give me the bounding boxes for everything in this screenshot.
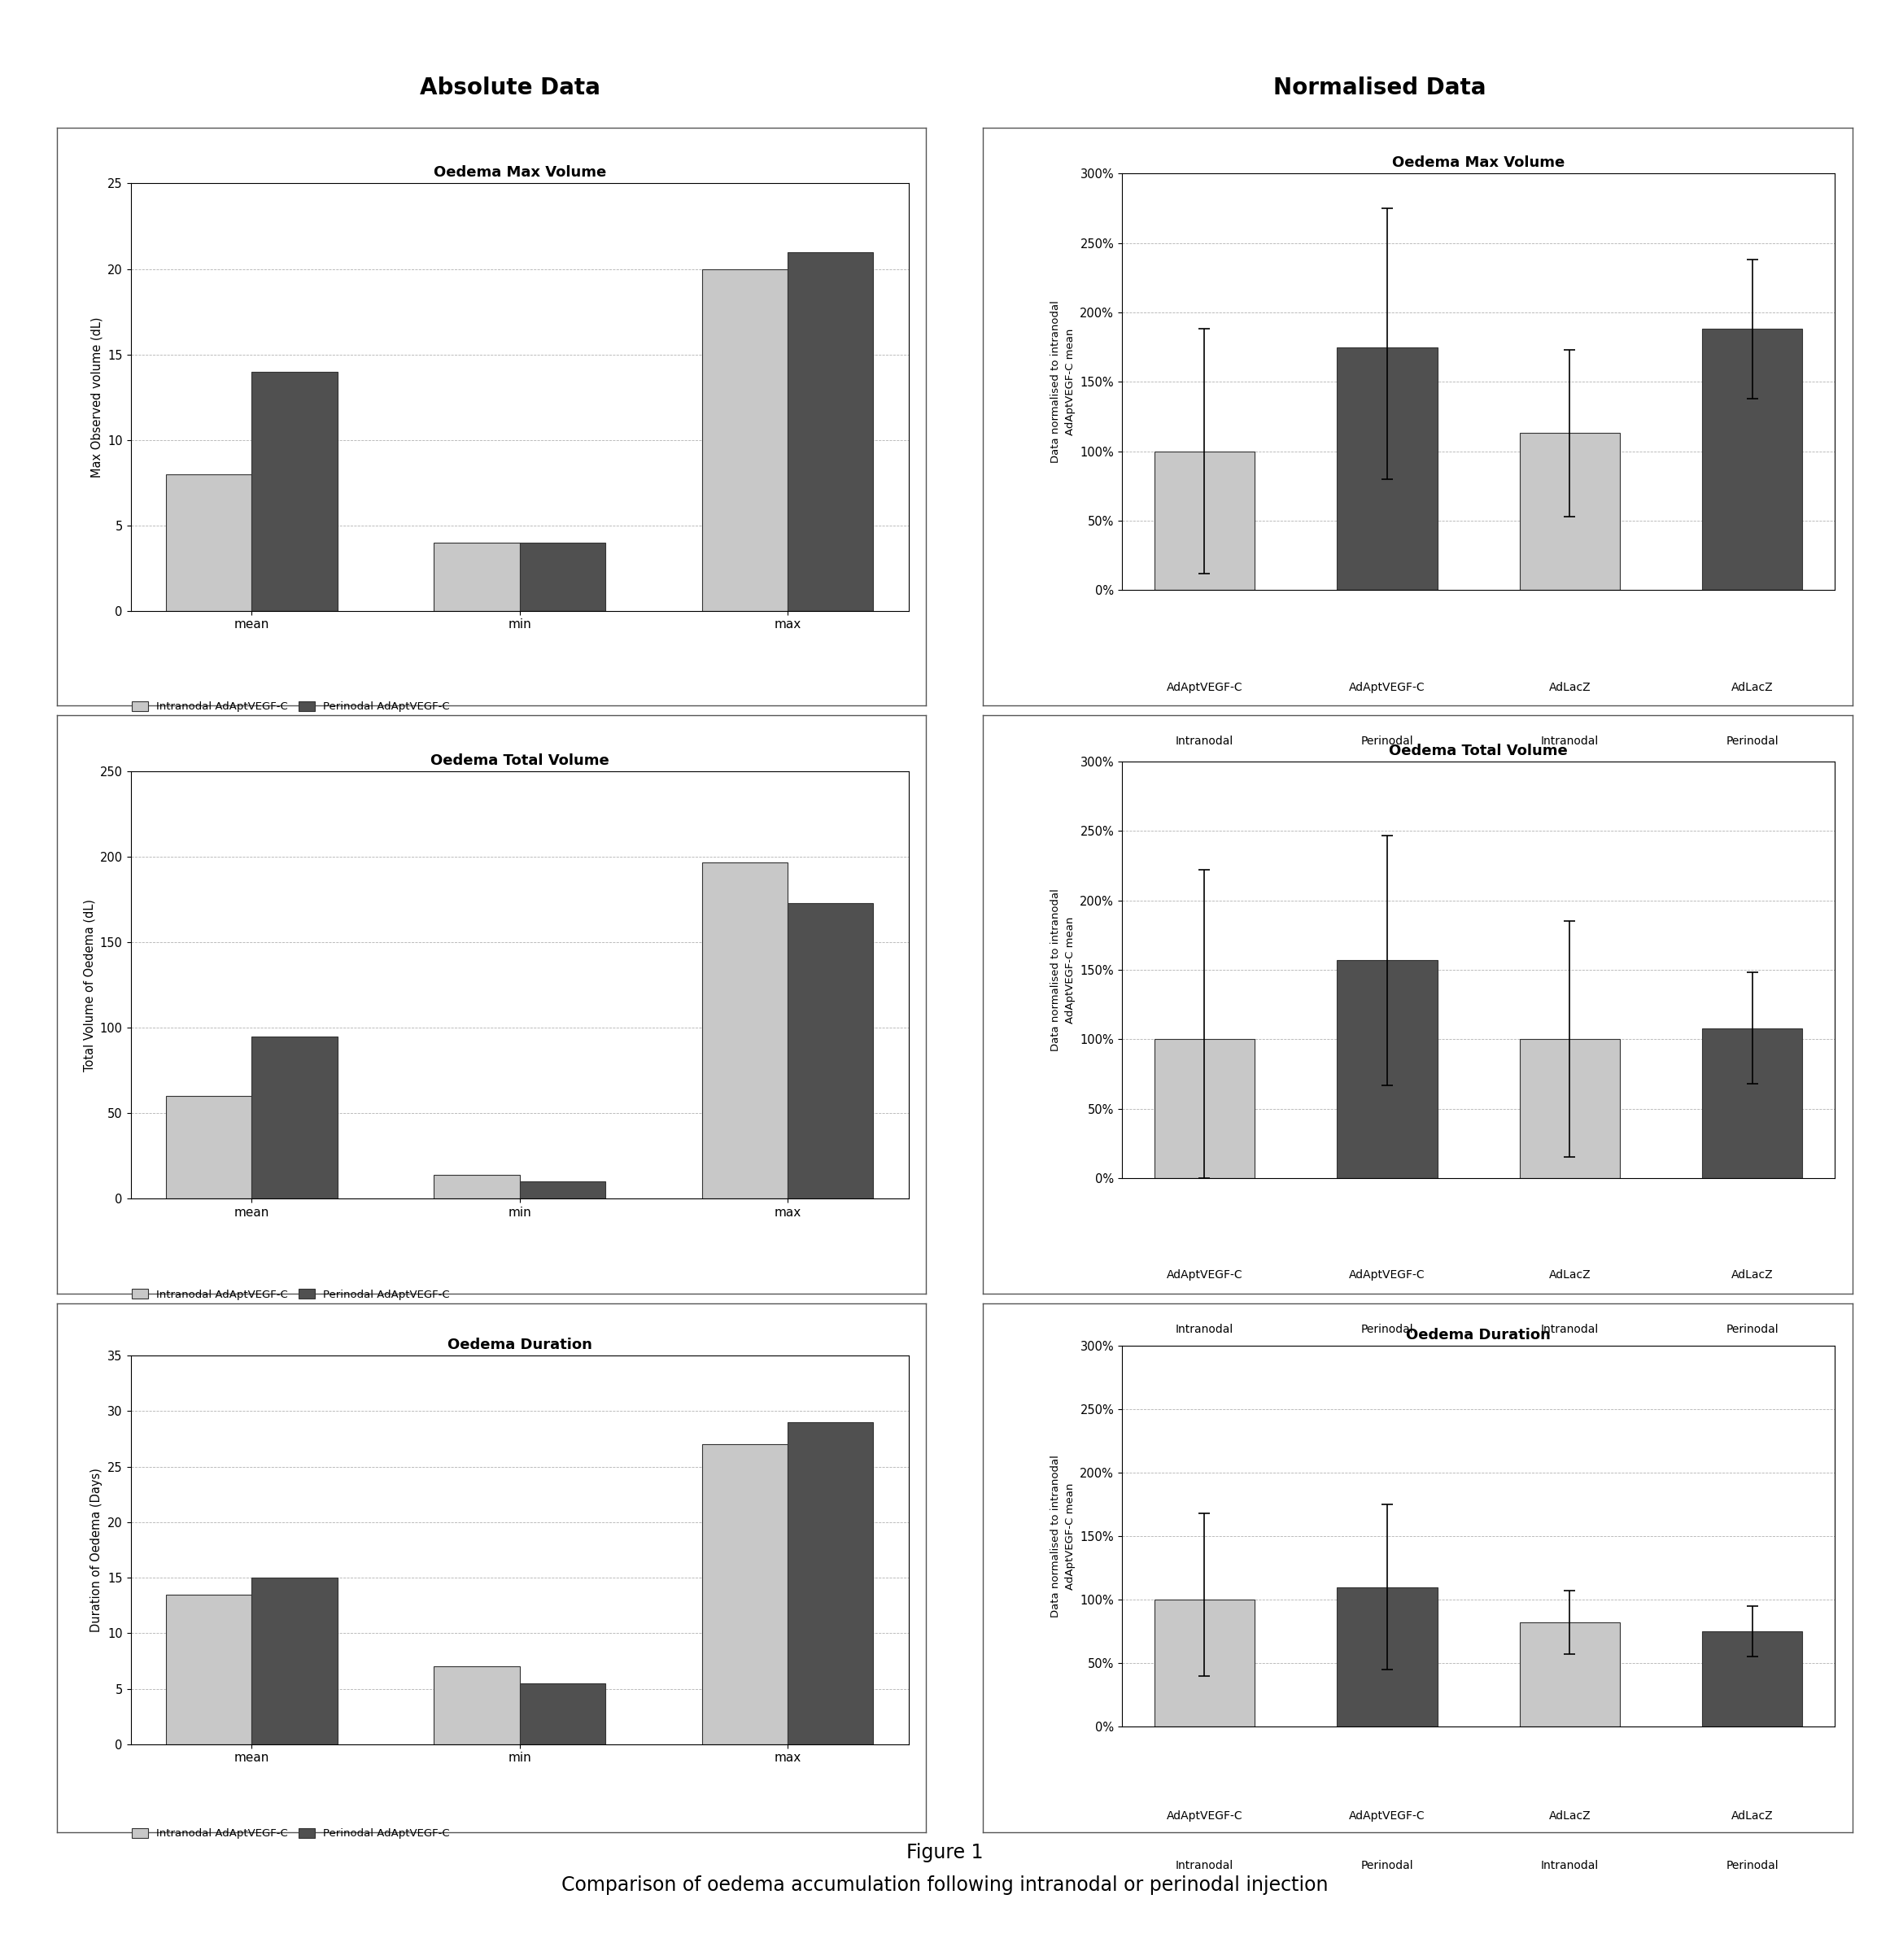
Text: Intranodal: Intranodal	[1540, 735, 1599, 747]
Bar	[1703, 1029, 1803, 1178]
Legend: Intranodal AdAptVEGF-C, Perinodal AdAptVEGF-C: Intranodal AdAptVEGF-C, Perinodal AdAptV…	[132, 1290, 450, 1299]
Bar	[520, 1182, 605, 1200]
Bar	[435, 543, 520, 612]
Y-axis label: Duration of Oedema (Days): Duration of Oedema (Days)	[91, 1468, 102, 1633]
Text: Perinodal: Perinodal	[1726, 735, 1778, 747]
Text: Figure 1: Figure 1	[907, 1842, 983, 1862]
Text: Perinodal: Perinodal	[1361, 1860, 1414, 1872]
Bar	[251, 1578, 338, 1744]
Text: Intranodal: Intranodal	[1176, 735, 1234, 747]
Title: Oedema Total Volume: Oedema Total Volume	[431, 753, 609, 768]
Legend: Intranodal AdAptVEGF-C, Perinodal AdAptVEGF-C: Intranodal AdAptVEGF-C, Perinodal AdAptV…	[132, 702, 450, 711]
Bar	[166, 474, 251, 612]
Bar	[788, 251, 873, 612]
Text: Absolute Data: Absolute Data	[420, 76, 601, 100]
Text: Perinodal: Perinodal	[1726, 1860, 1778, 1872]
Text: AdAptVEGF-C: AdAptVEGF-C	[1166, 1811, 1242, 1823]
Bar	[435, 1666, 520, 1744]
Text: AdLacZ: AdLacZ	[1731, 1270, 1773, 1282]
Text: Perinodal: Perinodal	[1361, 1323, 1414, 1335]
Text: AdLacZ: AdLacZ	[1548, 1811, 1591, 1823]
Text: AdAptVEGF-C: AdAptVEGF-C	[1349, 1270, 1425, 1282]
Text: AdAptVEGF-C: AdAptVEGF-C	[1349, 1811, 1425, 1823]
Bar	[520, 1684, 605, 1744]
Bar	[1155, 1599, 1255, 1727]
Text: AdLacZ: AdLacZ	[1548, 1270, 1591, 1282]
Text: AdLacZ: AdLacZ	[1731, 682, 1773, 694]
Bar	[1336, 960, 1436, 1178]
Text: AdLacZ: AdLacZ	[1548, 682, 1591, 694]
Text: Normalised Data: Normalised Data	[1274, 76, 1486, 100]
Bar	[1520, 1623, 1620, 1727]
Bar	[1520, 1039, 1620, 1178]
Text: Intranodal: Intranodal	[1176, 1860, 1234, 1872]
Bar	[251, 1037, 338, 1200]
Text: Perinodal: Perinodal	[1726, 1323, 1778, 1335]
Bar	[788, 904, 873, 1200]
Bar	[1336, 347, 1436, 590]
Text: Intranodal: Intranodal	[1540, 1860, 1599, 1872]
Text: AdAptVEGF-C: AdAptVEGF-C	[1349, 682, 1425, 694]
Bar	[520, 543, 605, 612]
Text: AdAptVEGF-C: AdAptVEGF-C	[1166, 1270, 1242, 1282]
Y-axis label: Data normalised to intranodal
AdAptVEGF-C mean: Data normalised to intranodal AdAptVEGF-…	[1051, 888, 1075, 1051]
Title: Oedema Total Volume: Oedema Total Volume	[1389, 743, 1567, 759]
Y-axis label: Data normalised to intranodal
AdAptVEGF-C mean: Data normalised to intranodal AdAptVEGF-…	[1051, 300, 1075, 463]
Y-axis label: Max Observed volume (dL): Max Observed volume (dL)	[91, 318, 102, 478]
Text: Perinodal: Perinodal	[1361, 735, 1414, 747]
Title: Oedema Duration: Oedema Duration	[1406, 1327, 1550, 1343]
Bar	[701, 269, 788, 612]
Bar	[1155, 451, 1255, 590]
Bar	[1703, 1631, 1803, 1727]
Bar	[1703, 329, 1803, 590]
Text: AdAptVEGF-C: AdAptVEGF-C	[1166, 682, 1242, 694]
Y-axis label: Data normalised to intranodal
AdAptVEGF-C mean: Data normalised to intranodal AdAptVEGF-…	[1051, 1454, 1075, 1617]
Bar	[1155, 1039, 1255, 1178]
Bar	[701, 1445, 788, 1744]
Bar	[701, 862, 788, 1200]
Legend: Intranodal AdAptVEGF-C, Perinodal AdAptVEGF-C: Intranodal AdAptVEGF-C, Perinodal AdAptV…	[132, 1829, 450, 1838]
Bar	[1336, 1588, 1436, 1727]
Text: AdLacZ: AdLacZ	[1731, 1811, 1773, 1823]
Bar	[435, 1174, 520, 1200]
Title: Oedema Max Volume: Oedema Max Volume	[1393, 155, 1565, 171]
Y-axis label: Total Volume of Oedema (dL): Total Volume of Oedema (dL)	[83, 900, 94, 1072]
Bar	[1520, 433, 1620, 590]
Text: Intranodal: Intranodal	[1540, 1323, 1599, 1335]
Title: Oedema Max Volume: Oedema Max Volume	[433, 165, 607, 180]
Bar	[166, 1593, 251, 1744]
Bar	[251, 372, 338, 612]
Title: Oedema Duration: Oedema Duration	[448, 1337, 592, 1352]
Bar	[788, 1423, 873, 1744]
Text: Intranodal: Intranodal	[1176, 1323, 1234, 1335]
Bar	[166, 1096, 251, 1200]
Text: Comparison of oedema accumulation following intranodal or perinodal injection: Comparison of oedema accumulation follow…	[561, 1876, 1329, 1895]
